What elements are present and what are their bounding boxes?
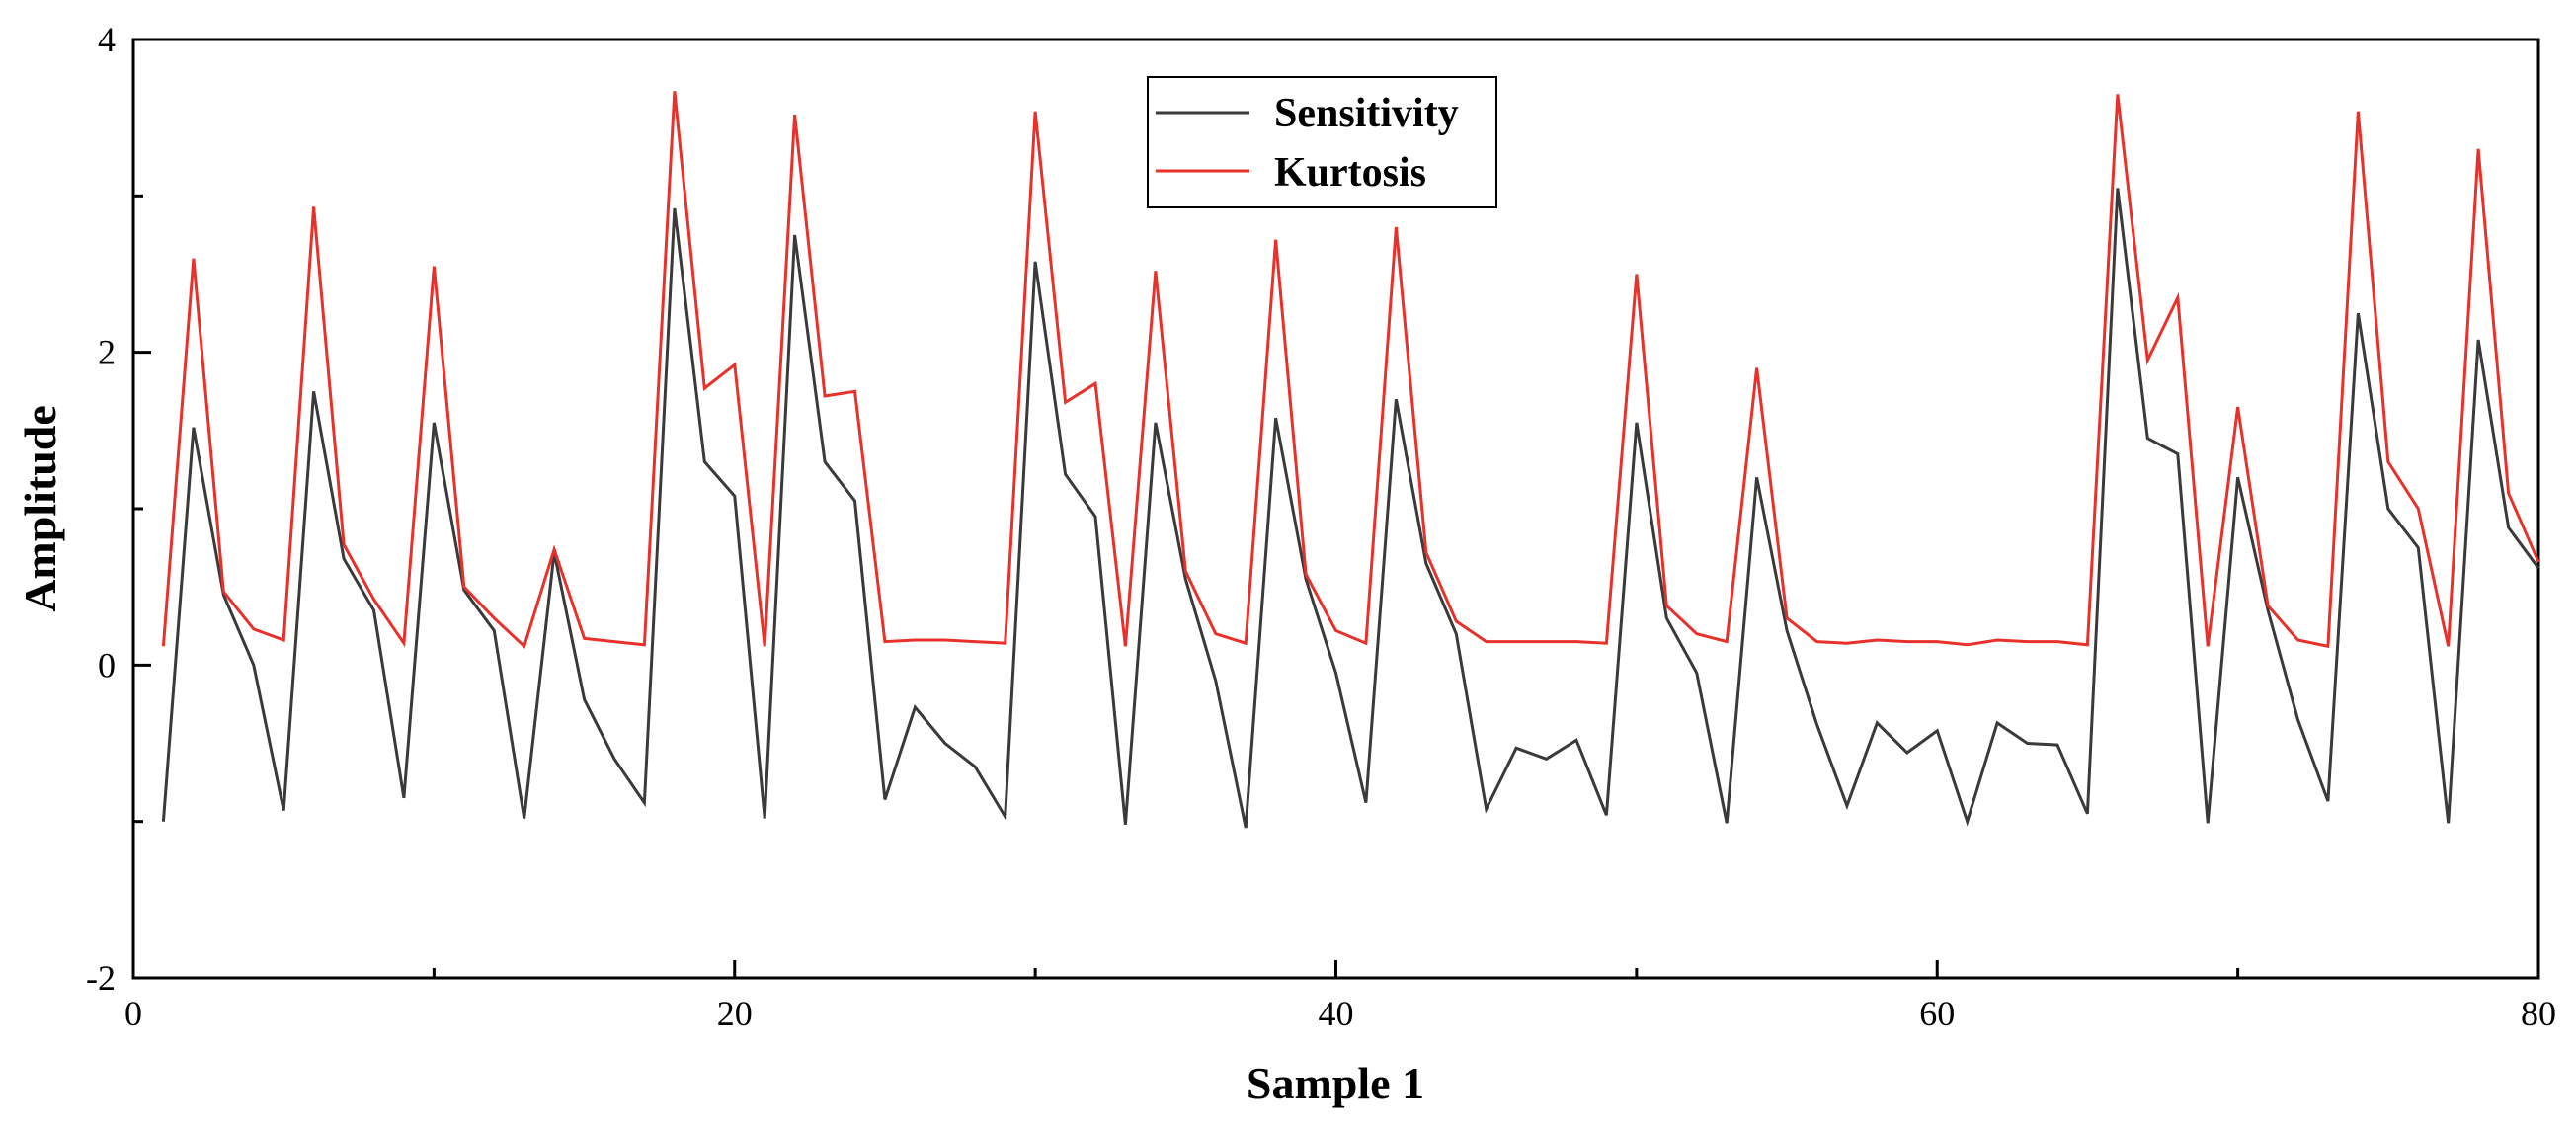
x-tick-label: 40 — [1319, 994, 1354, 1033]
legend-label-sensitivity: Sensitivity — [1274, 91, 1459, 136]
y-tick-label: -2 — [86, 958, 116, 998]
series-layer — [161, 91, 2540, 829]
y-axis-title: Amplitude — [15, 405, 65, 612]
legend: Sensitivity Kurtosis — [1147, 76, 1497, 208]
legend-label-kurtosis: Kurtosis — [1274, 150, 1426, 196]
series-line-kurtosis — [161, 91, 2540, 650]
x-axis-title: Sample 1 — [1247, 1058, 1424, 1108]
y-tick-label: 2 — [98, 333, 116, 372]
x-tick-label: 80 — [2521, 994, 2556, 1033]
legend-box — [1147, 76, 1497, 208]
x-tick-label: 0 — [124, 994, 142, 1033]
y-tick-label: 0 — [98, 645, 116, 685]
series-line-sensitivity — [161, 188, 2540, 829]
x-tick-label: 60 — [1919, 994, 1955, 1033]
x-tick-label: 20 — [717, 994, 753, 1033]
y-tick-label: 4 — [98, 20, 116, 59]
